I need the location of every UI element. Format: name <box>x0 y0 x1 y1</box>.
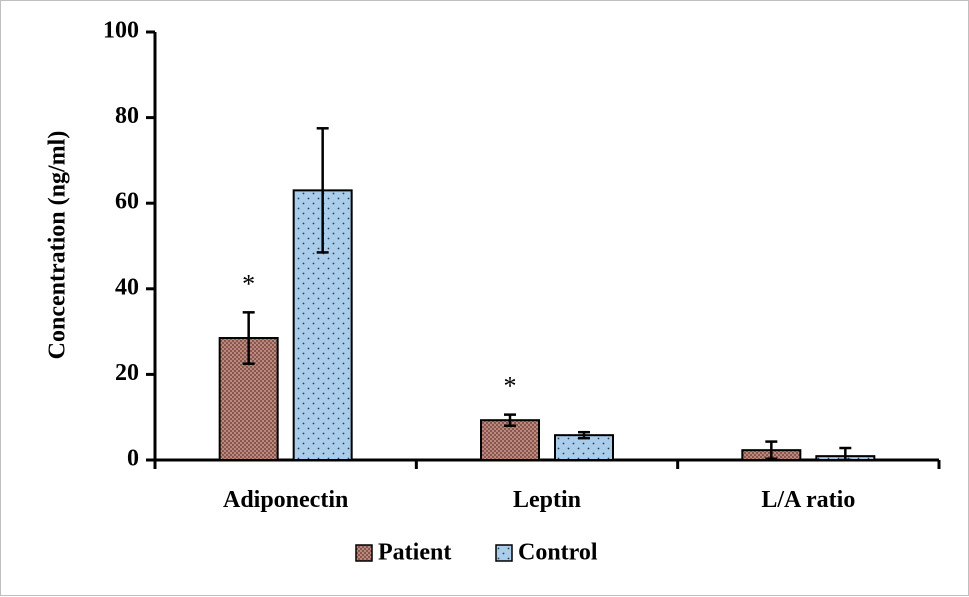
y-tick-label: 80 <box>115 103 139 129</box>
y-tick-label: 100 <box>103 18 139 44</box>
significance-asterisk: * <box>504 372 517 401</box>
legend-swatch-patient <box>355 544 373 562</box>
significance-asterisk: * <box>242 269 255 298</box>
category-label: Adiponectin <box>223 487 348 513</box>
annotations: ** <box>242 269 516 400</box>
bars <box>218 127 876 462</box>
y-tick-label: 60 <box>115 189 139 215</box>
legend-label-control: Control <box>518 540 598 566</box>
category-label: L/A ratio <box>761 487 855 513</box>
legend: Patient Control <box>355 540 598 566</box>
y-tick-label: 40 <box>115 274 139 300</box>
y-tick-label: 20 <box>115 360 139 386</box>
category-label: Leptin <box>513 487 581 513</box>
y-tick-label: 0 <box>127 446 139 472</box>
legend-swatch-control <box>495 544 513 562</box>
y-axis-label: Concentration (ng/ml) <box>45 131 71 360</box>
tick-labels: 0 20 40 60 80 100 <box>103 18 139 472</box>
axes <box>146 30 941 469</box>
legend-label-patient: Patient <box>378 540 451 566</box>
category-labels: Adiponectin Leptin L/A ratio <box>223 487 855 513</box>
